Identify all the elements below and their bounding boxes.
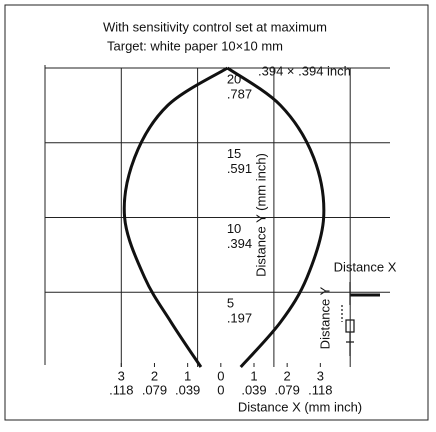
sensor-icon [341,282,380,356]
annotation: .394 × .394 inch [258,63,351,78]
y-tick-inch: .197 [227,311,252,326]
frame [4,4,429,421]
x-tick-label: 2 [284,368,291,383]
y-tick-label: 10 [227,221,241,236]
inset-y-label: Distance Y [317,286,332,349]
y-tick-label: 15 [227,146,241,161]
chart-title: With sensitivity control set at maximum [103,19,327,34]
x-tick-inch: .118 [109,382,133,397]
x-tick-label: 3 [118,368,125,383]
y-tick-inch: .591 [227,161,252,176]
x-tick-inch: .079 [142,382,167,397]
x-tick-label: 1 [184,368,191,383]
x-tick-inch: .039 [241,382,266,397]
x-tick-inch: .079 [275,382,300,397]
range-curve [226,66,326,368]
x-tick-inch: .039 [175,382,200,397]
x-axis-label: Distance X (mm inch) [238,399,362,414]
y-tick-inch: .787 [227,86,252,101]
range-curve [122,66,229,368]
x-tick-label: 0 [217,368,224,383]
x-tick-inch: 0 [217,382,224,397]
chart-subtitle: Target: white paper 10×10 mm [107,38,283,53]
y-axis-label: Distance Y (mm inch) [253,153,268,277]
x-tick-label: 3 [317,368,324,383]
x-tick-inch: .118 [308,382,332,397]
x-tick-label: 2 [151,368,158,383]
y-tick-label: 5 [227,296,234,311]
y-tick-inch: .394 [227,236,252,251]
inset-x-label: Distance X [334,259,397,274]
x-tick-label: 1 [250,368,257,383]
